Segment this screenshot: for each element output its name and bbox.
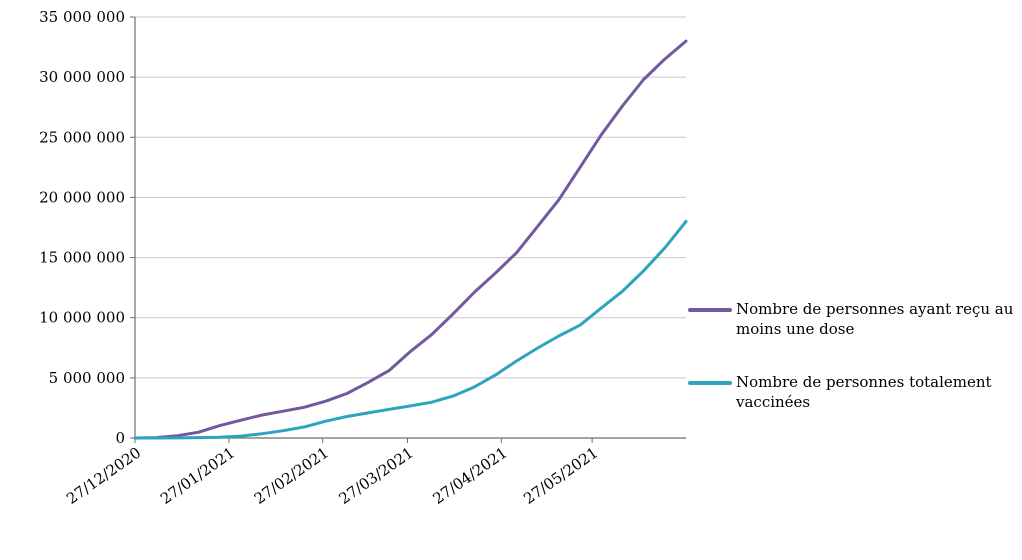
x-tick-label: 27/05/2021 bbox=[520, 444, 601, 508]
y-tick-label: 25 000 000 bbox=[39, 128, 125, 146]
y-tick-label: 5 000 000 bbox=[49, 369, 125, 387]
series-line-1 bbox=[133, 220, 688, 440]
x-tick-label: 27/12/2020 bbox=[63, 444, 144, 508]
y-tick-label: 0 bbox=[115, 429, 125, 447]
legend-swatch-fully-vaccinated-icon bbox=[688, 380, 732, 385]
legend-label-fully-vaccinated: Nombre de personnes totalement vaccinées bbox=[736, 372, 992, 411]
y-tick-label: 30 000 000 bbox=[39, 68, 125, 86]
x-tick-label: 27/01/2021 bbox=[157, 444, 238, 508]
x-tick-label: 27/04/2021 bbox=[429, 444, 510, 508]
x-tick-label: 27/02/2021 bbox=[251, 444, 332, 508]
legend-item-fully-vaccinated: Nombre de personnes totalement vaccinées bbox=[688, 372, 1018, 413]
x-tick-label: 27/03/2021 bbox=[336, 444, 417, 508]
y-tick-label: 35 000 000 bbox=[39, 8, 125, 26]
y-tick-label: 20 000 000 bbox=[39, 188, 125, 206]
legend-item-at-least-one-dose: Nombre de personnes ayant reçu au moins … bbox=[688, 299, 1018, 340]
series-line-0 bbox=[133, 39, 688, 440]
y-tick-label: 10 000 000 bbox=[39, 309, 125, 327]
legend-label-at-least-one-dose: Nombre de personnes ayant reçu au moins … bbox=[736, 300, 1014, 339]
y-tick-label: 15 000 000 bbox=[39, 249, 125, 267]
chart-legend: Nombre de personnes ayant reçu au moins … bbox=[688, 299, 1018, 444]
legend-swatch-at-least-one-dose-icon bbox=[688, 308, 732, 312]
